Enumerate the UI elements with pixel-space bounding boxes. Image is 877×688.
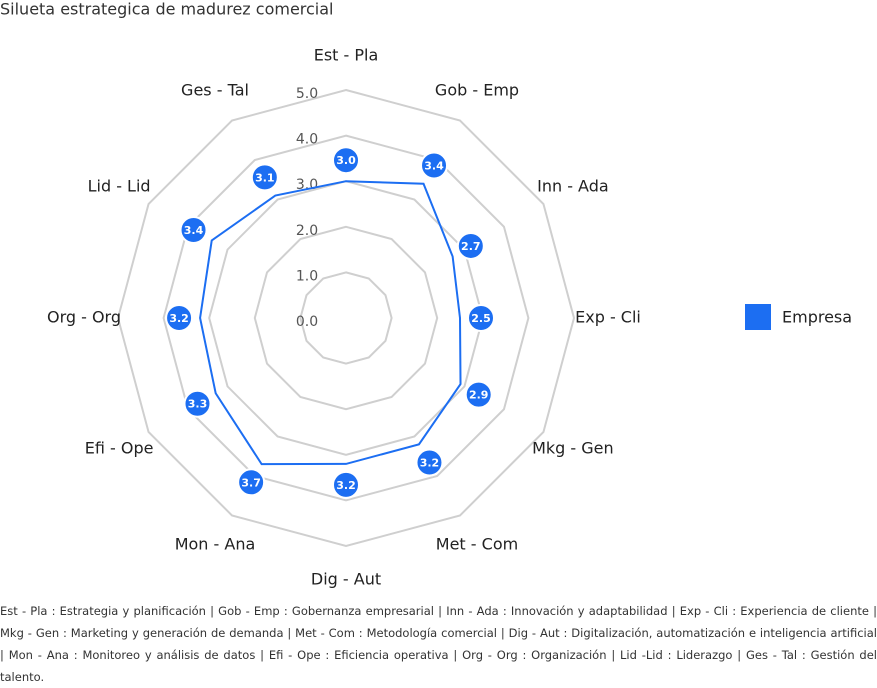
axis-label: Mon - Ana (175, 534, 256, 553)
chart-title: Silueta estrategica de madurez comercial (0, 0, 334, 19)
data-point (332, 146, 360, 175)
axis-label: Met - Com (436, 534, 518, 553)
axis-label: Efi - Ope (85, 439, 154, 458)
data-label: 3.2 (169, 312, 189, 325)
axis-label: Mkg - Gen (532, 439, 614, 458)
data-label: 3.7 (241, 476, 261, 489)
data-point (332, 470, 360, 499)
r-tick-label: 5.0 (296, 86, 318, 102)
axis-label: Gob - Emp (435, 81, 519, 100)
data-point (467, 304, 495, 332)
data-label: 3.4 (184, 224, 204, 237)
data-point (183, 389, 212, 418)
r-tick-label: 0.0 (296, 314, 318, 330)
data-point (464, 380, 493, 409)
data-point (237, 468, 266, 497)
data-label: 2.7 (461, 240, 481, 253)
data-label: 3.2 (336, 479, 356, 492)
r-tick-label: 1.0 (296, 268, 318, 284)
data-label: 3.2 (420, 457, 440, 470)
axis-label: Est - Pla (314, 46, 379, 65)
data-label: 3.0 (336, 154, 356, 167)
data-label: 3.3 (188, 398, 208, 411)
axis-label: Inn - Ada (537, 177, 609, 196)
grid-ring (208, 180, 484, 456)
data-label: 3.1 (255, 171, 275, 184)
data-point (456, 231, 485, 260)
r-tick-label: 2.0 (296, 223, 318, 239)
data-point (415, 448, 444, 477)
data-label: 2.5 (471, 312, 491, 325)
legend-label: Empresa (782, 308, 852, 327)
data-point (420, 151, 449, 180)
r-tick-label: 4.0 (296, 132, 318, 148)
data-point (179, 215, 208, 244)
data-point (165, 304, 194, 332)
axis-label: Org - Org (47, 308, 121, 327)
axis-label: Exp - Cli (575, 308, 641, 327)
axis-label: Ges - Tal (181, 81, 249, 100)
chart: Silueta estrategica de madurez comercial… (0, 0, 852, 589)
r-tick-label: 3.0 (296, 177, 318, 193)
data-point (250, 163, 279, 192)
axis-label: Lid - Lid (88, 177, 151, 196)
axis-label: Dig - Aut (311, 570, 381, 589)
footnote: Est - Pla : Estrategia y planificación |… (0, 604, 877, 684)
grid-ring (116, 88, 576, 548)
series-line (199, 180, 462, 466)
legend-swatch (745, 304, 771, 330)
grid-ring (253, 225, 439, 411)
data-label: 3.4 (424, 160, 444, 173)
grid-ring (299, 271, 393, 365)
data-label: 2.9 (469, 389, 489, 402)
